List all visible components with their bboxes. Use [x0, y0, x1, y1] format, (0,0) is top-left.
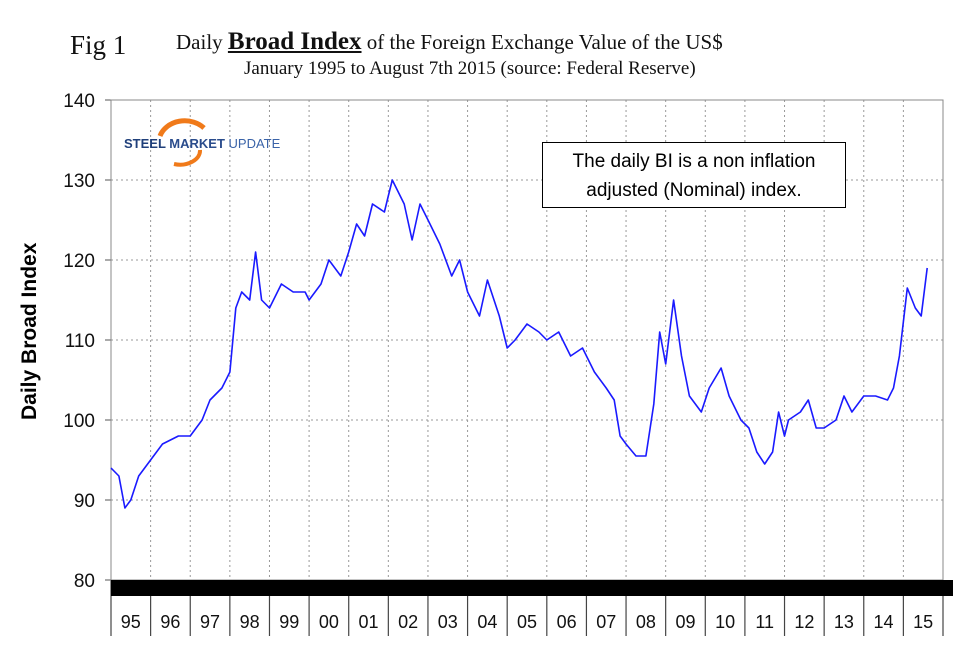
x-tick-label: 00: [319, 612, 339, 632]
x-axis-bar: [111, 580, 953, 596]
chart-subtitle: January 1995 to August 7th 2015 (source:…: [244, 58, 696, 79]
chart-title: Daily Broad Index of the Foreign Exchang…: [176, 28, 723, 56]
y-tick-label: 100: [63, 411, 95, 432]
y-tick-label: 80: [74, 571, 95, 592]
x-tick-label: 02: [398, 612, 418, 632]
x-tick-label: 97: [200, 612, 220, 632]
x-tick-label: 01: [359, 612, 379, 632]
x-tick-label: 12: [794, 612, 814, 632]
x-tick-label: 15: [913, 612, 933, 632]
steel-market-update-logo: STEEL MARKET UPDATE: [122, 118, 292, 168]
y-axis-label: Daily Broad Index: [18, 242, 41, 420]
x-tick-label: 05: [517, 612, 537, 632]
x-tick-label: 09: [675, 612, 695, 632]
note-line-1: The daily BI is a non inflation: [572, 151, 816, 172]
logo-arc-icon: STEEL MARKET UPDATE: [124, 118, 281, 167]
svg-text:STEEL MARKET UPDATE: STEEL MARKET UPDATE: [124, 136, 281, 151]
x-tick-label: 06: [557, 612, 577, 632]
y-tick-label: 120: [63, 251, 95, 272]
y-tick-label: 140: [63, 91, 95, 112]
x-tick-label: 10: [715, 612, 735, 632]
x-tick-label: 04: [477, 612, 497, 632]
figure-label: Fig 1: [70, 30, 127, 60]
title-suffix: of the Foreign Exchange Value of the US$: [366, 30, 723, 54]
y-tick-label: 130: [63, 171, 95, 192]
note-line-2: adjusted (Nominal) index.: [586, 180, 802, 201]
title-prefix: Daily: [176, 30, 223, 54]
x-tick-label: 99: [279, 612, 299, 632]
y-tick-label: 90: [74, 491, 95, 512]
x-tick-label: 13: [834, 612, 854, 632]
x-tick-label: 95: [121, 612, 141, 632]
title-bold: Broad Index: [227, 28, 362, 55]
x-tick-label: 03: [438, 612, 458, 632]
x-tick-label: 07: [596, 612, 616, 632]
x-tick-label: 96: [160, 612, 180, 632]
series-line-broad-index: [110, 179, 928, 509]
y-tick-label: 110: [65, 331, 95, 352]
x-tick-label: 98: [240, 612, 260, 632]
x-tick-label: 08: [636, 612, 656, 632]
annotation-box: The daily BI is a non inflation adjusted…: [542, 142, 846, 208]
x-tick-label: 14: [874, 612, 894, 632]
x-tick-label: 11: [755, 612, 774, 632]
